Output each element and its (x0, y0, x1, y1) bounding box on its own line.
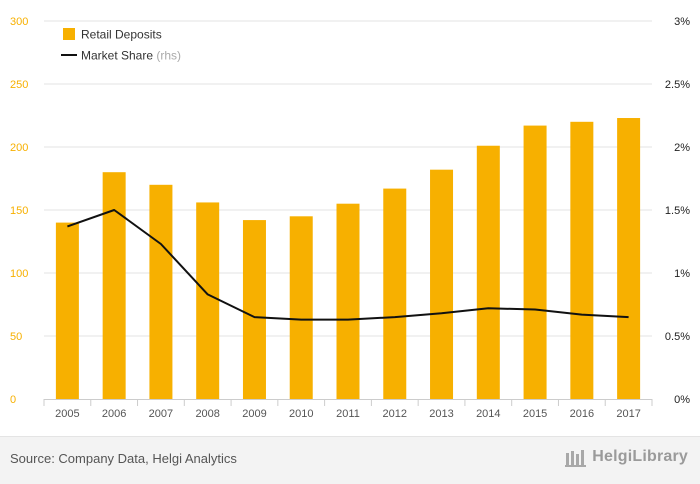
y-right-tick-label: 0.5% (665, 331, 690, 343)
y-right-tick-label: 1% (674, 268, 690, 280)
x-tick-label: 2017 (616, 408, 640, 420)
y-right-tick-label: 1.5% (665, 205, 690, 217)
y-left-tick-label: 0 (10, 394, 16, 406)
bar (476, 145, 500, 399)
x-tick-label: 2009 (242, 408, 266, 420)
source-note: Source: Company Data, Helgi Analytics (10, 451, 237, 466)
y-left-tick-label: 150 (10, 205, 28, 217)
bar (336, 203, 360, 399)
x-tick-label: 2011 (336, 408, 360, 420)
x-tick-label: 2015 (523, 408, 547, 420)
x-tick-label: 2005 (55, 408, 79, 420)
footer: Source: Company Data, Helgi Analytics He… (0, 436, 700, 484)
legend-label-line: Market Share (rhs) (81, 49, 181, 63)
market-share-line (67, 209, 629, 321)
legend-label-bar: Retail Deposits (81, 28, 162, 42)
bar (430, 169, 454, 399)
legend-label-line-name: Market Share (81, 49, 156, 63)
x-tick-label: 2016 (570, 408, 594, 420)
x-tick-label: 2006 (102, 408, 126, 420)
y-left-tick-label: 50 (10, 331, 22, 343)
chart-svg: 0 0% 50 0.5% 100 1% 150 1.5% 200 2% 250 2.5% 300 3% 20… (10, 16, 690, 420)
x-tick-label: 2013 (429, 408, 453, 420)
bar (617, 118, 641, 400)
bar (149, 184, 173, 399)
y-right-tick-label: 2% (674, 142, 690, 154)
y-left-tick-label: 100 (10, 268, 28, 280)
bar (55, 222, 79, 399)
bar (570, 121, 594, 400)
brand-name: HelgiLibrary (592, 448, 688, 465)
y-left-tick-label: 300 (10, 16, 28, 28)
bar (242, 220, 266, 399)
bar (523, 125, 547, 399)
brand-logo[interactable]: HelgiLibrary (565, 447, 688, 467)
x-tick-label: 2010 (289, 408, 313, 420)
bar (196, 202, 220, 399)
library-icon (565, 450, 587, 467)
x-tick-label: 2008 (195, 408, 219, 420)
legend-swatch-bar (63, 28, 75, 40)
y-left-tick-label: 200 (10, 142, 28, 154)
legend-label-line-suffix: (rhs) (156, 49, 181, 63)
bar (289, 216, 313, 399)
bar (102, 172, 126, 399)
x-tick-label: 2007 (149, 408, 173, 420)
y-left-tick-label: 250 (10, 79, 28, 91)
y-right-tick-label: 2.5% (665, 79, 690, 91)
x-tick-label: 2014 (476, 408, 500, 420)
x-tick-label: 2012 (383, 408, 407, 420)
y-right-tick-label: 3% (674, 16, 690, 28)
bar (383, 188, 407, 399)
y-right-tick-label: 0% (674, 394, 690, 406)
